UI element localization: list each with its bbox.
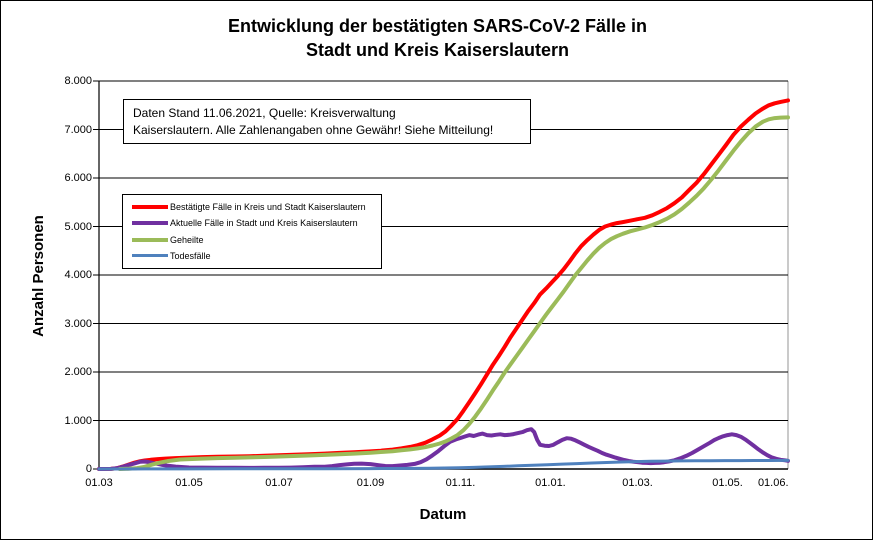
chart-title-line2: Stadt und Kreis Kaiserslautern (305, 40, 570, 60)
y-tick-label-5000: 5.000 (64, 220, 92, 233)
legend-item-geheilte: Geheilte (125, 235, 379, 245)
x-tick-label-01.05: 01.05 (175, 477, 203, 489)
x-tick-label-01.05.: 01.05. (712, 477, 743, 489)
series-line-geheilte (117, 115, 790, 471)
legend-label-bestaetigte-faelle: Bestätigte Fälle in Kreis und Stadt Kais… (170, 202, 366, 213)
x-tick-label-01.03: 01.03 (85, 477, 113, 489)
series-line-todesfaelle (97, 458, 790, 471)
y-tick-label-1000: 1.000 (64, 414, 92, 427)
y-tick-label-6000: 6.000 (64, 172, 92, 184)
chart-title: Entwicklung der bestätigten SARS-CoV-2 F… (1, 14, 872, 62)
legend-swatch-bestaetigte-faelle (132, 205, 168, 210)
x-axis-title: Datum (419, 506, 467, 523)
x-tick-label-01.07: 01.07 (265, 477, 293, 489)
legend: Bestätigte Fälle in Kreis und Stadt Kais… (122, 194, 382, 269)
x-tick-label-01.09: 01.09 (356, 477, 385, 489)
legend-label-geheilte: Geheilte (170, 234, 204, 245)
y-tick-label-7000: 7.000 (64, 123, 92, 136)
x-tick-label-01.06.: 01.06. (757, 477, 789, 489)
series-line-bestaetigte-faelle (97, 98, 790, 471)
x-tick-label-01.11.: 01.11. (445, 477, 476, 489)
x-tick-label-01.03.: 01.03. (622, 477, 653, 489)
legend-item-todesfaelle: Todesfälle (125, 251, 379, 261)
legend-item-bestaetigte-faelle: Bestätigte Fälle in Kreis und Stadt Kais… (125, 202, 379, 212)
legend-swatch-aktuelle-faelle (132, 221, 168, 226)
annotation-box: Daten Stand 11.06.2021, Quelle: Kreisver… (123, 99, 531, 144)
y-tick-label-4000: 4.000 (64, 269, 92, 281)
x-tick-label-01.01.: 01.01. (535, 477, 566, 489)
legend-swatch-geheilte (132, 237, 168, 242)
annotation-line2: Kaiserslautern. Alle Zahlenangaben ohne … (133, 123, 494, 137)
legend-label-todesfaelle: Todesfälle (170, 250, 211, 261)
legend-item-aktuelle-faelle: Aktuelle Fälle in Stadt und Kreis Kaiser… (125, 218, 379, 228)
y-tick-label-0: 0 (85, 463, 92, 475)
chart-title-line1: Entwicklung der bestätigten SARS-CoV-2 F… (227, 16, 648, 36)
legend-swatch-todesfaelle (132, 254, 168, 258)
annotation-line1: Daten Stand 11.06.2021, Quelle: Kreisver… (133, 106, 396, 120)
y-tick-label-8000: 8.000 (64, 75, 92, 87)
y-tick-label-2000: 2.000 (64, 366, 92, 378)
y-tick-label-3000: 3.000 (64, 317, 92, 330)
legend-label-aktuelle-faelle: Aktuelle Fälle in Stadt und Kreis Kaiser… (170, 218, 358, 229)
